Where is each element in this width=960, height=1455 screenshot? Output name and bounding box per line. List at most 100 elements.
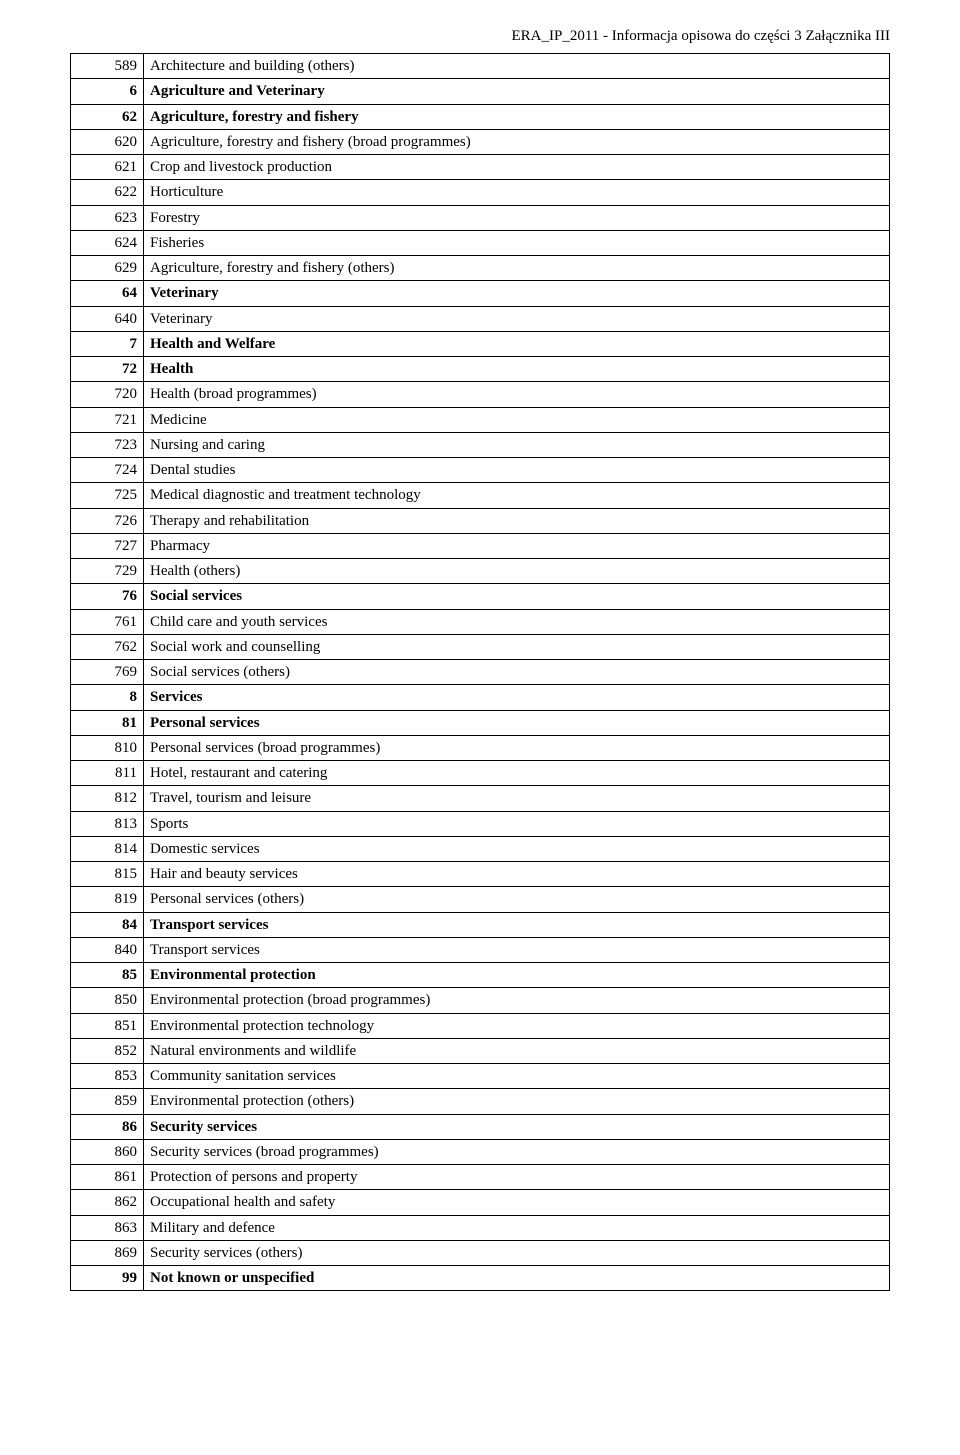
code-cell: 727	[71, 533, 144, 558]
code-cell: 819	[71, 887, 144, 912]
table-row: 761Child care and youth services	[71, 609, 890, 634]
table-row: 815Hair and beauty services	[71, 862, 890, 887]
desc-cell: Military and defence	[144, 1215, 890, 1240]
desc-cell: Veterinary	[144, 281, 890, 306]
code-cell: 863	[71, 1215, 144, 1240]
table-row: 861Protection of persons and property	[71, 1165, 890, 1190]
code-cell: 62	[71, 104, 144, 129]
desc-cell: Personal services (broad programmes)	[144, 735, 890, 760]
table-row: 85Environmental protection	[71, 963, 890, 988]
desc-cell: Health and Welfare	[144, 331, 890, 356]
code-cell: 726	[71, 508, 144, 533]
code-cell: 724	[71, 458, 144, 483]
codes-table: 589Architecture and building (others)6Ag…	[70, 53, 890, 1291]
desc-cell: Sports	[144, 811, 890, 836]
code-cell: 810	[71, 735, 144, 760]
desc-cell: Social work and counselling	[144, 634, 890, 659]
desc-cell: Health (broad programmes)	[144, 382, 890, 407]
table-row: 720Health (broad programmes)	[71, 382, 890, 407]
desc-cell: Health (others)	[144, 559, 890, 584]
desc-cell: Transport services	[144, 912, 890, 937]
table-row: 589Architecture and building (others)	[71, 54, 890, 79]
code-cell: 851	[71, 1013, 144, 1038]
table-row: 721Medicine	[71, 407, 890, 432]
code-cell: 6	[71, 79, 144, 104]
code-cell: 723	[71, 432, 144, 457]
table-row: 7Health and Welfare	[71, 331, 890, 356]
code-cell: 620	[71, 129, 144, 154]
table-row: 851Environmental protection technology	[71, 1013, 890, 1038]
code-cell: 811	[71, 761, 144, 786]
desc-cell: Social services	[144, 584, 890, 609]
table-row: 64Veterinary	[71, 281, 890, 306]
code-cell: 852	[71, 1038, 144, 1063]
code-cell: 862	[71, 1190, 144, 1215]
table-row: 76Social services	[71, 584, 890, 609]
desc-cell: Protection of persons and property	[144, 1165, 890, 1190]
table-row: 840Transport services	[71, 937, 890, 962]
desc-cell: Domestic services	[144, 836, 890, 861]
desc-cell: Veterinary	[144, 306, 890, 331]
table-row: 8Services	[71, 685, 890, 710]
desc-cell: Medicine	[144, 407, 890, 432]
desc-cell: Horticulture	[144, 180, 890, 205]
code-cell: 72	[71, 357, 144, 382]
desc-cell: Security services (others)	[144, 1240, 890, 1265]
code-cell: 769	[71, 660, 144, 685]
desc-cell: Agriculture and Veterinary	[144, 79, 890, 104]
code-cell: 622	[71, 180, 144, 205]
code-cell: 850	[71, 988, 144, 1013]
table-row: 99Not known or unspecified	[71, 1266, 890, 1291]
table-row: 811Hotel, restaurant and catering	[71, 761, 890, 786]
table-row: 640Veterinary	[71, 306, 890, 331]
desc-cell: Security services (broad programmes)	[144, 1139, 890, 1164]
code-cell: 859	[71, 1089, 144, 1114]
table-row: 869Security services (others)	[71, 1240, 890, 1265]
code-cell: 7	[71, 331, 144, 356]
code-cell: 725	[71, 483, 144, 508]
code-cell: 840	[71, 937, 144, 962]
desc-cell: Agriculture, forestry and fishery	[144, 104, 890, 129]
table-row: 762Social work and counselling	[71, 634, 890, 659]
table-row: 859Environmental protection (others)	[71, 1089, 890, 1114]
desc-cell: Dental studies	[144, 458, 890, 483]
desc-cell: Crop and livestock production	[144, 155, 890, 180]
table-row: 624Fisheries	[71, 230, 890, 255]
codes-table-body: 589Architecture and building (others)6Ag…	[71, 54, 890, 1291]
desc-cell: Environmental protection (others)	[144, 1089, 890, 1114]
code-cell: 86	[71, 1114, 144, 1139]
table-row: 86Security services	[71, 1114, 890, 1139]
table-row: 850Environmental protection (broad progr…	[71, 988, 890, 1013]
code-cell: 84	[71, 912, 144, 937]
code-cell: 761	[71, 609, 144, 634]
code-cell: 813	[71, 811, 144, 836]
code-cell: 99	[71, 1266, 144, 1291]
code-cell: 81	[71, 710, 144, 735]
code-cell: 85	[71, 963, 144, 988]
desc-cell: Environmental protection (broad programm…	[144, 988, 890, 1013]
code-cell: 721	[71, 407, 144, 432]
code-cell: 860	[71, 1139, 144, 1164]
desc-cell: Hotel, restaurant and catering	[144, 761, 890, 786]
code-cell: 629	[71, 256, 144, 281]
code-cell: 814	[71, 836, 144, 861]
table-row: 6Agriculture and Veterinary	[71, 79, 890, 104]
code-cell: 623	[71, 205, 144, 230]
table-row: 852Natural environments and wildlife	[71, 1038, 890, 1063]
code-cell: 762	[71, 634, 144, 659]
code-cell: 853	[71, 1064, 144, 1089]
table-row: 769Social services (others)	[71, 660, 890, 685]
desc-cell: Fisheries	[144, 230, 890, 255]
table-row: 853Community sanitation services	[71, 1064, 890, 1089]
code-cell: 720	[71, 382, 144, 407]
desc-cell: Agriculture, forestry and fishery (other…	[144, 256, 890, 281]
desc-cell: Medical diagnostic and treatment technol…	[144, 483, 890, 508]
desc-cell: Environmental protection	[144, 963, 890, 988]
code-cell: 640	[71, 306, 144, 331]
desc-cell: Child care and youth services	[144, 609, 890, 634]
code-cell: 8	[71, 685, 144, 710]
desc-cell: Occupational health and safety	[144, 1190, 890, 1215]
desc-cell: Health	[144, 357, 890, 382]
code-cell: 869	[71, 1240, 144, 1265]
code-cell: 815	[71, 862, 144, 887]
